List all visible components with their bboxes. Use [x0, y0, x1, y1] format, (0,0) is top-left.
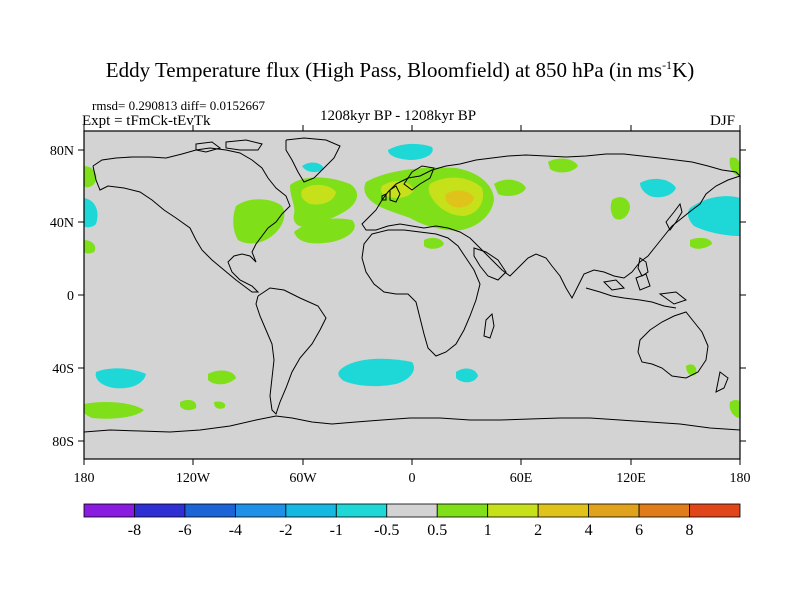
contour-negative-npacific-west	[84, 198, 98, 228]
colorbar-label: -4	[229, 522, 242, 539]
colorbar-label: 0.5	[427, 522, 447, 539]
contour-positive-australia-south	[686, 364, 697, 376]
lon-label-0: 0	[409, 471, 416, 486]
contour-positive-easteurope	[494, 179, 526, 196]
colorbar-box-7	[436, 503, 489, 518]
contour-negative-sindian	[456, 368, 478, 383]
colorbar-box-3	[234, 503, 287, 518]
coast-philippines	[637, 257, 649, 277]
coast-australia	[637, 311, 709, 379]
contour-positive-westatlantic	[294, 218, 355, 244]
lat-label-0: 0	[67, 289, 74, 304]
colorbar-label: 6	[635, 522, 643, 539]
contour-positive-northamerica	[233, 199, 285, 244]
coast-arctic-islands	[195, 139, 263, 153]
contour-fills	[84, 143, 740, 419]
coast-greenland	[285, 137, 341, 183]
lon-label-60e: 60E	[510, 471, 533, 486]
colorbar-label: 8	[686, 522, 694, 539]
colorbar-box-10	[588, 503, 640, 518]
contour-positive-westpacific	[690, 237, 712, 249]
lon-label-120w: 120W	[176, 471, 211, 486]
colorbar-box-8	[487, 503, 539, 518]
coast-eurasia	[361, 153, 741, 300]
map-title: Eddy Temperature flux (High Pass, Bloomf…	[105, 58, 695, 82]
colorbar: -8 -6 -4 -2 -1 -0.5 0.5 1 2 4 6 8	[83, 503, 741, 539]
contour-level2-greenland	[301, 184, 336, 205]
contour-level4-europe	[445, 190, 474, 208]
coastlines	[83, 137, 741, 433]
colorbar-box-6	[386, 503, 438, 518]
colorbar-box-5	[335, 503, 388, 518]
contour-positive-southpacific-b	[84, 402, 144, 419]
contour-negative-arctic	[388, 143, 433, 160]
contour-positive-northeastpacific	[84, 166, 97, 188]
lat-label-40n: 40N	[50, 216, 74, 231]
contour-positive-southpacific-d	[214, 401, 226, 409]
lat-ticks-lines	[78, 149, 746, 442]
contour-positive-southpacific-c	[180, 400, 197, 411]
contour-positive-centralasia	[610, 197, 630, 220]
lon-label-120e: 120E	[616, 471, 646, 486]
contour-positive-southpacific-a	[208, 370, 236, 385]
contour-positive-eastpacific-sub	[84, 240, 96, 254]
coast-north-america	[92, 147, 291, 293]
coast-scandinavia	[403, 165, 435, 191]
lat-label-40s: 40S	[52, 362, 74, 377]
lon-label-180w: 180	[74, 471, 95, 486]
colorbar-box-1	[134, 503, 186, 518]
coast-africa	[361, 229, 481, 357]
colorbar-label: 4	[585, 522, 593, 539]
lon-ticks-lines	[83, 125, 741, 465]
coast-south-america	[255, 287, 327, 415]
coast-uk	[381, 185, 401, 203]
contour-positive-northafrica	[424, 237, 444, 249]
contour-positive-siberia	[548, 158, 578, 173]
colorbar-box-4	[285, 503, 337, 518]
colorbar-box-2	[184, 503, 236, 518]
colorbar-box-11	[638, 503, 690, 518]
contour-negative-npacific-east	[687, 196, 740, 236]
colorbar-label: -8	[128, 522, 141, 539]
coast-newzealand	[715, 371, 729, 393]
contour-negative-eastasia	[640, 178, 676, 198]
coast-indonesia	[585, 273, 688, 309]
colorbar-label: 1	[484, 522, 492, 539]
coast-antarctica	[83, 415, 741, 433]
lat-label-80n: 80N	[50, 144, 74, 159]
lon-label-180e: 180	[730, 471, 751, 486]
stats-line: rmsd= 0.290813 diff= 0.0152667	[92, 98, 265, 113]
colorbar-label: -6	[178, 522, 191, 539]
colorbar-label: -0.5	[374, 522, 399, 539]
period-label: 1208kyr BP - 1208kyr BP	[320, 108, 477, 124]
colorbar-box-9	[537, 503, 590, 518]
coast-japan	[665, 202, 683, 231]
coast-arabia	[473, 247, 507, 281]
colorbar-label: 2	[534, 522, 542, 539]
coast-madagascar	[483, 312, 495, 339]
season-label: DJF	[710, 113, 736, 129]
colorbar-label: -2	[279, 522, 292, 539]
experiment-label: Expt = tFmCk-tEvTk	[82, 113, 211, 129]
lon-label-60w: 60W	[289, 471, 317, 486]
colorbar-label: -1	[330, 522, 343, 539]
contour-negative-greenland-sea	[302, 162, 324, 173]
contour-positive-southern-east	[729, 399, 740, 418]
contour-positive-farnortheast	[729, 157, 740, 176]
colorbar-box-12	[689, 503, 741, 518]
contour-negative-southpacific	[95, 368, 146, 389]
contour-negative-southatlantic	[338, 358, 415, 387]
colorbar-box-0	[83, 503, 135, 518]
lat-label-80s: 80S	[52, 435, 74, 450]
